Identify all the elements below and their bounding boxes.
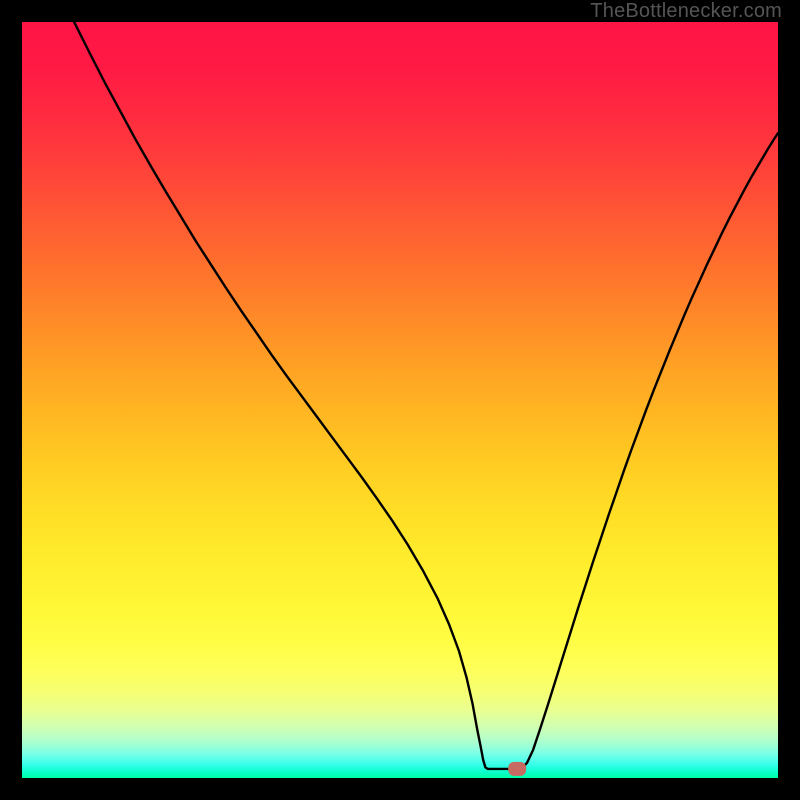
plot-svg bbox=[22, 22, 778, 778]
optimum-marker bbox=[508, 762, 526, 776]
gradient-background bbox=[22, 22, 778, 778]
plot-area bbox=[22, 22, 778, 778]
watermark-text: TheBottlenecker.com bbox=[590, 0, 782, 23]
